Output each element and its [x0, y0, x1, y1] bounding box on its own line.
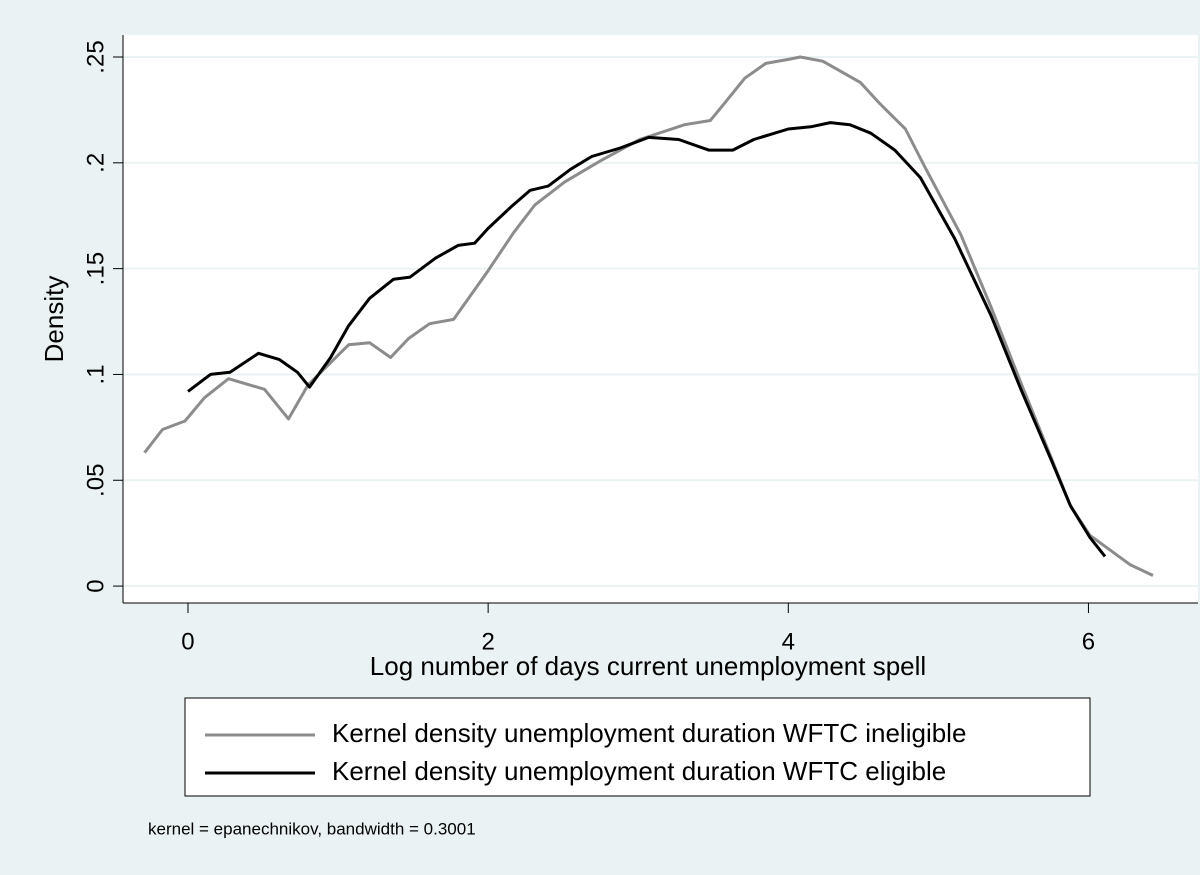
y-tick-label: 0 — [82, 579, 109, 592]
y-tick-label: .1 — [82, 364, 109, 384]
plot-area — [123, 35, 1198, 603]
legend-label: Kernel density unemployment duration WFT… — [332, 718, 966, 748]
legend-label: Kernel density unemployment duration WFT… — [332, 756, 946, 786]
x-axis-title: Log number of days current unemployment … — [370, 651, 926, 681]
series-line — [187, 121, 1107, 558]
x-tick-label: 6 — [1082, 628, 1095, 655]
legend-box — [184, 697, 1091, 797]
y-tick-label: .15 — [82, 252, 109, 285]
y-tick-label: .2 — [82, 153, 109, 173]
x-tick-label: 0 — [181, 628, 194, 655]
x-tick-label: 4 — [782, 628, 795, 655]
note: kernel = epanechnikov, bandwidth = 0.300… — [148, 819, 476, 838]
x-tick-label: 2 — [481, 628, 494, 655]
y-axis-title: Density — [39, 276, 69, 363]
y-tick-label: .05 — [82, 464, 109, 497]
series-line — [143, 55, 1154, 577]
y-tick-label: .25 — [82, 40, 109, 73]
